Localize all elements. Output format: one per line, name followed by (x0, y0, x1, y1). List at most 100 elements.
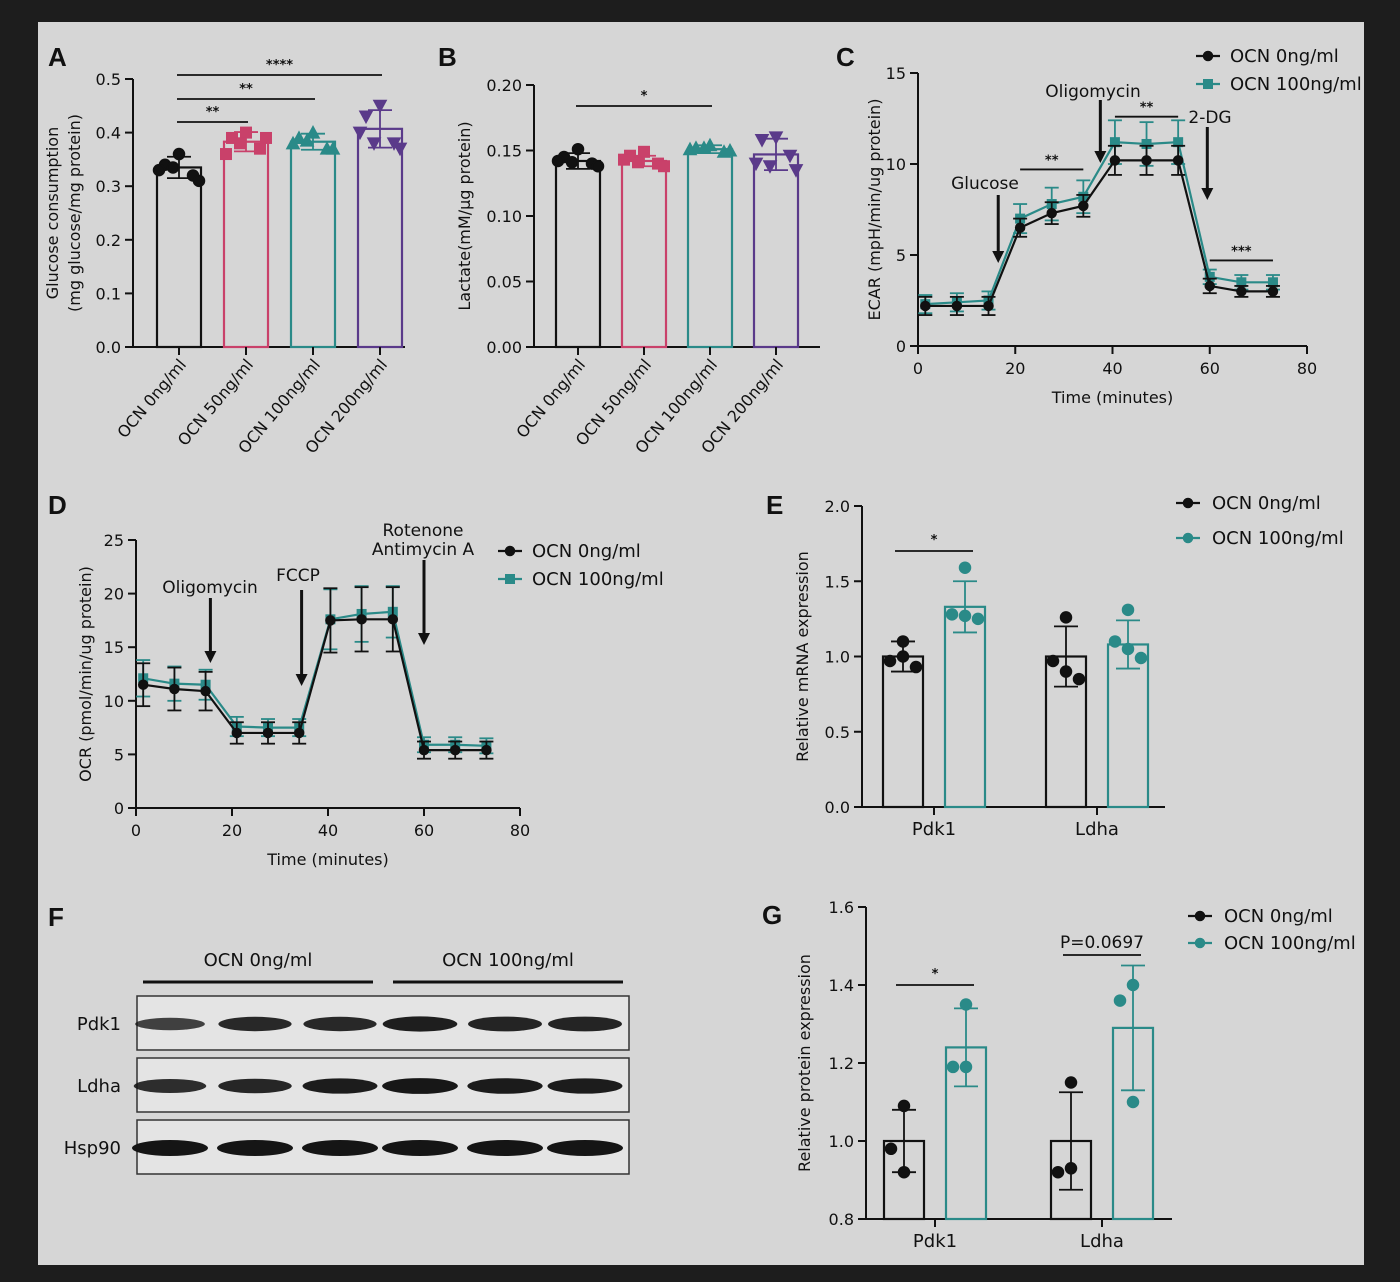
panel-letter: G (762, 900, 782, 930)
data-point (262, 727, 274, 739)
data-point (1046, 207, 1057, 219)
data-point (1072, 672, 1086, 686)
data-point (240, 126, 252, 139)
data-point (366, 137, 382, 151)
y-axis-label: Relative mRNA expression (793, 551, 812, 762)
annotation-label: Antimycin A (372, 540, 475, 560)
data-point (1108, 635, 1122, 648)
data-point (920, 300, 931, 312)
data-point (946, 1060, 960, 1074)
y-tick-label: 0.5 (96, 70, 121, 89)
blot-band (218, 1078, 292, 1094)
annotation-arrowhead (1201, 188, 1214, 200)
y-tick-label: 0.4 (96, 124, 121, 143)
data-point (152, 163, 166, 177)
legend-label: OCN 100ng/ml (1224, 933, 1356, 954)
data-point (1172, 155, 1184, 166)
blot-band (468, 1016, 542, 1032)
legend-marker (504, 545, 516, 557)
data-point (481, 744, 492, 756)
y-tick-label: 1.5 (825, 572, 850, 591)
data-point (958, 609, 972, 623)
significance-label: * (932, 967, 939, 982)
x-axis-label: Time (minutes) (266, 850, 389, 869)
data-point (896, 635, 910, 648)
data-point (325, 141, 341, 155)
significance-label: *** (1231, 244, 1252, 259)
y-axis-label: Relative protein expression (795, 954, 814, 1172)
x-tick-label: 20 (1005, 359, 1025, 378)
significance-label: ** (1045, 153, 1059, 168)
data-point (352, 126, 368, 141)
panel-c-ecar-chart: C 0 5 10 15 0 20 40 60 80 Time (minutes) ECAR (mpH/… (836, 42, 1362, 407)
blot-band (382, 1078, 458, 1094)
panel-letter: F (48, 902, 64, 932)
panel-f-western-blot: F OCN 0ng/ml OCN 100ng/ml Pdk1 Ldha Hsp90 (48, 902, 630, 1175)
panel-letter: D (48, 490, 67, 520)
legend-label: OCN 0ng/ml (532, 541, 641, 562)
annotation-arrowhead (295, 674, 308, 686)
blot-band (133, 1079, 207, 1093)
panel-d-ocr-chart: D 0 5 10 15 20 25 0 20 40 60 80 Time (minutes) OCR (p… (48, 490, 664, 869)
data-point (192, 174, 206, 188)
data-point (959, 998, 973, 1011)
y-tick-label: 15 (886, 64, 906, 83)
y-tick-label: 10 (104, 692, 124, 711)
data-point (768, 131, 784, 145)
x-tick-label: 40 (1102, 359, 1122, 378)
y-axis-label: OCR (pmol/min/ug protein) (76, 566, 95, 782)
significance-label: ** (206, 105, 220, 120)
data-point (254, 142, 266, 155)
panel-e-mrna-chart: E 0.0 0.5 1.0 1.5 2.0 Relative mRNA expression… (766, 490, 1344, 840)
data-point (291, 130, 307, 144)
legend-marker (1194, 937, 1206, 949)
blot-group-label: OCN 100ng/ml (442, 950, 574, 971)
data-point (1204, 280, 1215, 292)
y-tick-label: 1.0 (829, 1132, 854, 1151)
significance-label: * (931, 533, 938, 548)
data-point (983, 300, 994, 312)
y-tick-label: 0.20 (486, 76, 522, 95)
data-point (762, 160, 778, 174)
data-point (392, 142, 408, 157)
y-tick-label: 0 (896, 337, 906, 356)
data-point (945, 608, 959, 621)
data-point (1051, 1165, 1065, 1179)
data-point (285, 135, 301, 150)
data-point (1113, 994, 1127, 1007)
y-axis-label: ECAR (mpH/min/ug protein) (865, 99, 884, 321)
data-point (896, 650, 910, 663)
data-point (958, 561, 972, 574)
data-point (418, 744, 430, 756)
data-point (883, 654, 897, 668)
annotation-label: FCCP (276, 566, 320, 586)
data-point (696, 140, 712, 154)
x-tick-label: 40 (318, 821, 338, 840)
y-tick-label: 0.10 (486, 207, 522, 226)
annotation-arrowhead (418, 633, 430, 645)
panel-letter: E (766, 490, 783, 520)
blot-band (548, 1016, 622, 1032)
legend-label: OCN 0ng/ml (1230, 46, 1339, 67)
y-tick-label: 25 (104, 531, 124, 550)
data-point (387, 614, 399, 625)
data-point (299, 133, 315, 147)
x-tick-label: 80 (510, 821, 530, 840)
data-point (971, 612, 985, 626)
data-point (1064, 1162, 1078, 1175)
data-point (449, 744, 461, 756)
annotation-arrowhead (204, 651, 217, 663)
annotation-label: Glucose (951, 174, 1019, 194)
blot-band (467, 1140, 543, 1156)
significance-label: ** (239, 82, 253, 97)
data-point (897, 1165, 911, 1179)
data-point (234, 137, 246, 150)
blot-band (467, 1078, 543, 1094)
legend-marker (1182, 532, 1194, 544)
blot-band (303, 1016, 377, 1032)
legend-marker (1203, 79, 1213, 89)
data-point (293, 727, 305, 739)
x-tick-label: 60 (1200, 359, 1220, 378)
blot-band (132, 1140, 208, 1156)
x-tick-label: 0 (131, 821, 141, 840)
